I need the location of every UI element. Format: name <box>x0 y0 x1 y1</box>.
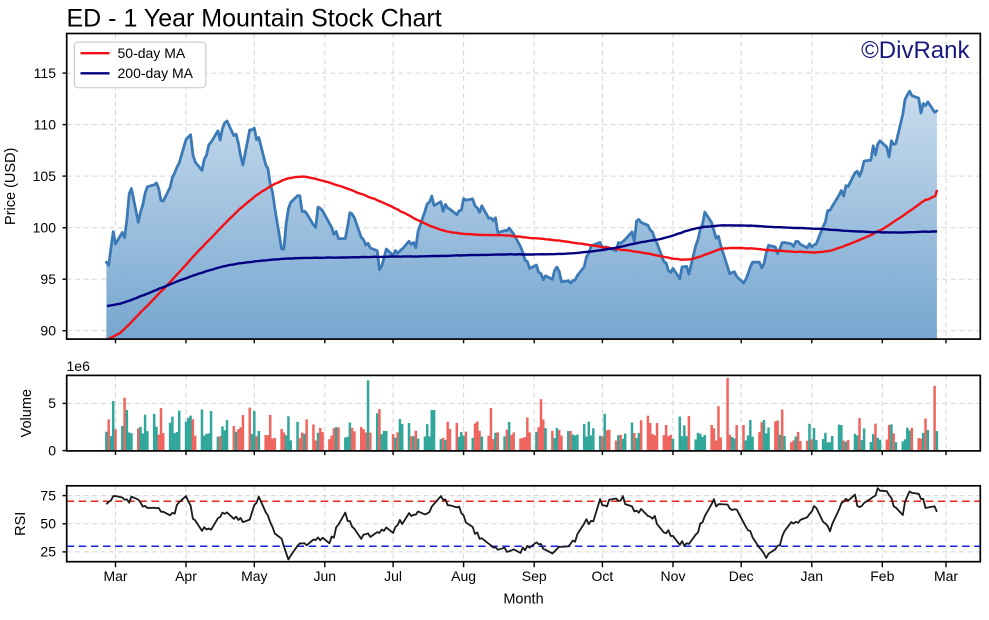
svg-text:Aug: Aug <box>451 568 476 584</box>
svg-text:115: 115 <box>34 65 57 81</box>
svg-text:25: 25 <box>40 544 56 560</box>
svg-text:5: 5 <box>48 395 56 411</box>
svg-text:100: 100 <box>33 219 57 235</box>
svg-text:Jan: Jan <box>801 568 824 584</box>
svg-text:Oct: Oct <box>592 568 614 584</box>
svg-text:Mar: Mar <box>934 568 958 584</box>
svg-text:Jul: Jul <box>384 568 402 584</box>
svg-text:Jun: Jun <box>314 568 337 584</box>
svg-text:Dec: Dec <box>729 568 754 584</box>
svg-text:200-day MA: 200-day MA <box>118 65 194 81</box>
svg-text:©DivRank: ©DivRank <box>861 37 970 64</box>
svg-text:105: 105 <box>33 168 57 184</box>
svg-text:1e6: 1e6 <box>67 358 91 374</box>
svg-text:RSI: RSI <box>13 512 29 536</box>
svg-text:Apr: Apr <box>175 568 197 584</box>
svg-text:Nov: Nov <box>661 568 686 584</box>
svg-text:95: 95 <box>40 271 56 287</box>
svg-text:0: 0 <box>48 442 56 458</box>
svg-text:90: 90 <box>40 322 56 338</box>
svg-text:Price (USD): Price (USD) <box>3 148 19 225</box>
svg-text:ED - 1 Year Mountain Stock Cha: ED - 1 Year Mountain Stock Chart <box>67 5 442 33</box>
svg-text:Mar: Mar <box>103 568 127 584</box>
svg-text:Sep: Sep <box>522 568 547 584</box>
svg-text:May: May <box>241 568 267 584</box>
svg-text:50-day MA: 50-day MA <box>118 45 186 61</box>
svg-text:50: 50 <box>40 516 56 532</box>
svg-text:110: 110 <box>34 116 57 132</box>
svg-text:Feb: Feb <box>870 568 894 584</box>
svg-text:Volume: Volume <box>19 389 35 437</box>
svg-text:Month: Month <box>503 592 543 608</box>
svg-text:75: 75 <box>40 487 56 503</box>
